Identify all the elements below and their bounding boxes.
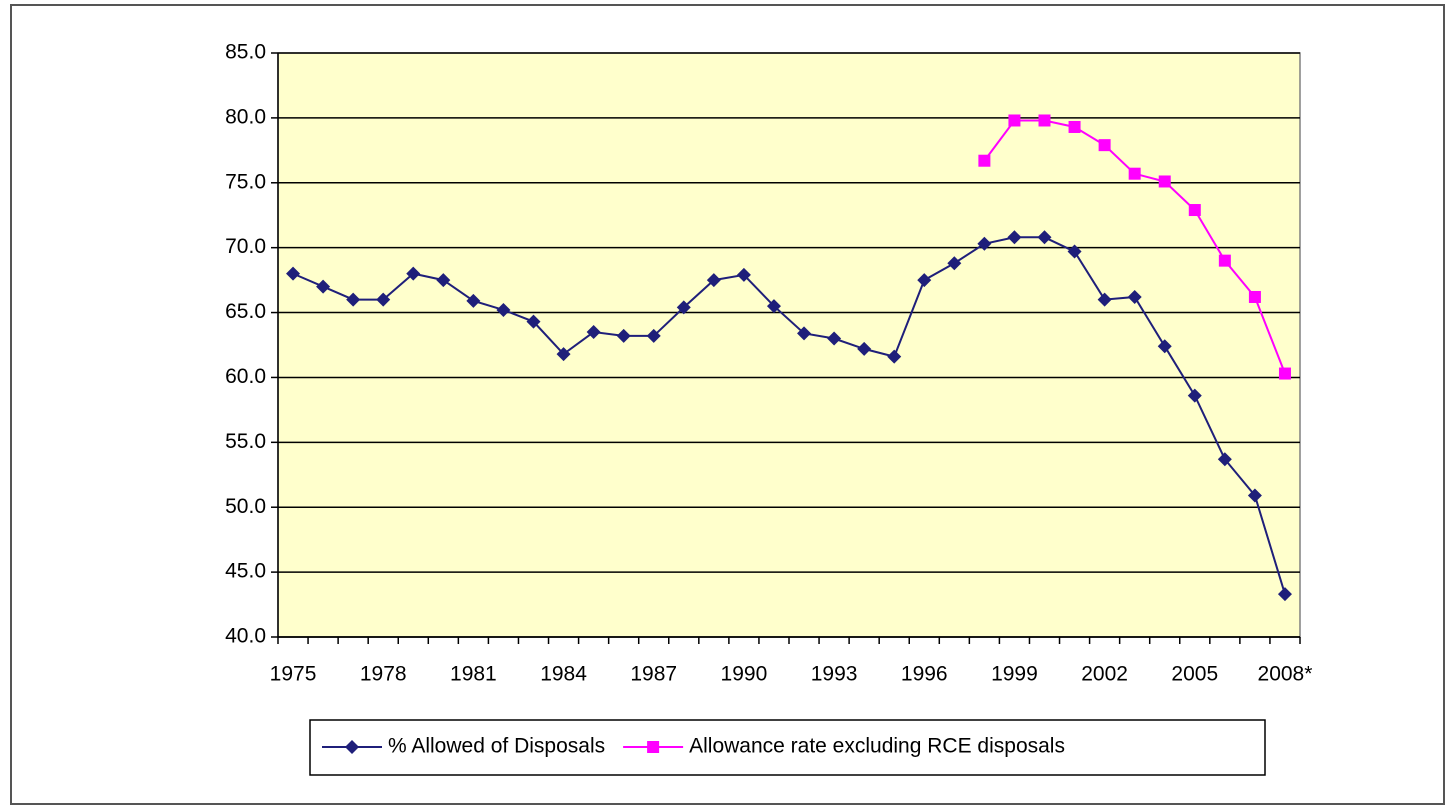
marker [286,266,301,281]
marker [376,292,391,307]
x-tick-label: 1975 [270,663,317,686]
marker [316,279,331,294]
marker [1218,254,1231,267]
y-tick-label: 75.0 [225,170,266,193]
marker [1008,114,1021,127]
marker [1007,230,1022,245]
marker [1037,230,1052,245]
marker [978,154,991,167]
marker [1097,292,1112,307]
x-tick-label: 2005 [1171,663,1218,686]
marker [797,326,812,341]
marker [1278,367,1291,380]
x-tick-label: 1996 [901,663,948,686]
marker [646,328,661,343]
marker [977,236,992,251]
marker [1098,139,1111,152]
marker [676,300,691,315]
marker [1038,114,1051,127]
marker [1217,452,1232,467]
y-tick-label: 65.0 [225,300,266,323]
marker [1127,289,1142,304]
marker [436,273,451,288]
x-tick-label: 1978 [360,663,407,686]
marker [736,267,751,282]
marker [406,266,421,281]
y-tick-label: 45.0 [225,560,266,583]
marker [827,331,842,346]
marker [1187,388,1202,403]
marker [947,256,962,271]
y-tick-label: 55.0 [225,430,266,453]
marker [1158,175,1171,188]
x-tick-label: 2002 [1081,663,1128,686]
marker [616,328,631,343]
y-tick-label: 85.0 [225,41,266,64]
marker [766,299,781,314]
marker [1157,339,1172,354]
y-tick-label: 40.0 [225,625,266,648]
marker [1068,120,1081,133]
y-tick-label: 60.0 [225,365,266,388]
marker [647,741,660,753]
marker [1247,488,1262,503]
plot-area [277,52,1301,638]
marker [887,349,902,364]
x-tick-label: 1987 [630,663,677,686]
marker [345,740,359,754]
y-tick-label: 70.0 [225,235,266,258]
marker [1248,290,1261,303]
marker [496,302,511,317]
legend-label: % Allowed of Disposals [388,735,605,758]
y-tick-label: 80.0 [225,105,266,128]
marker [1277,587,1292,602]
marker [706,273,721,288]
y-tick-label: 50.0 [225,495,266,518]
x-tick-label: 1981 [450,663,497,686]
x-tick-label: 1999 [991,663,1038,686]
legend: % Allowed of Disposals Allowance rate exc… [309,719,1266,776]
marker [1128,167,1141,180]
x-tick-label: 2008* [1258,663,1313,686]
x-tick-label: 1990 [721,663,768,686]
legend-box [309,719,1266,776]
marker [526,314,541,329]
marker [1067,244,1082,259]
marker [917,273,932,288]
legend-label: Allowance rate excluding RCE disposals [689,735,1065,758]
marker [1188,204,1201,217]
marker [466,293,481,308]
series-line [292,236,1286,595]
marker [857,341,872,356]
x-tick-label: 1984 [540,663,587,686]
marker [346,292,361,307]
marker [556,347,571,362]
marker [586,325,601,340]
x-tick-label: 1993 [811,663,858,686]
